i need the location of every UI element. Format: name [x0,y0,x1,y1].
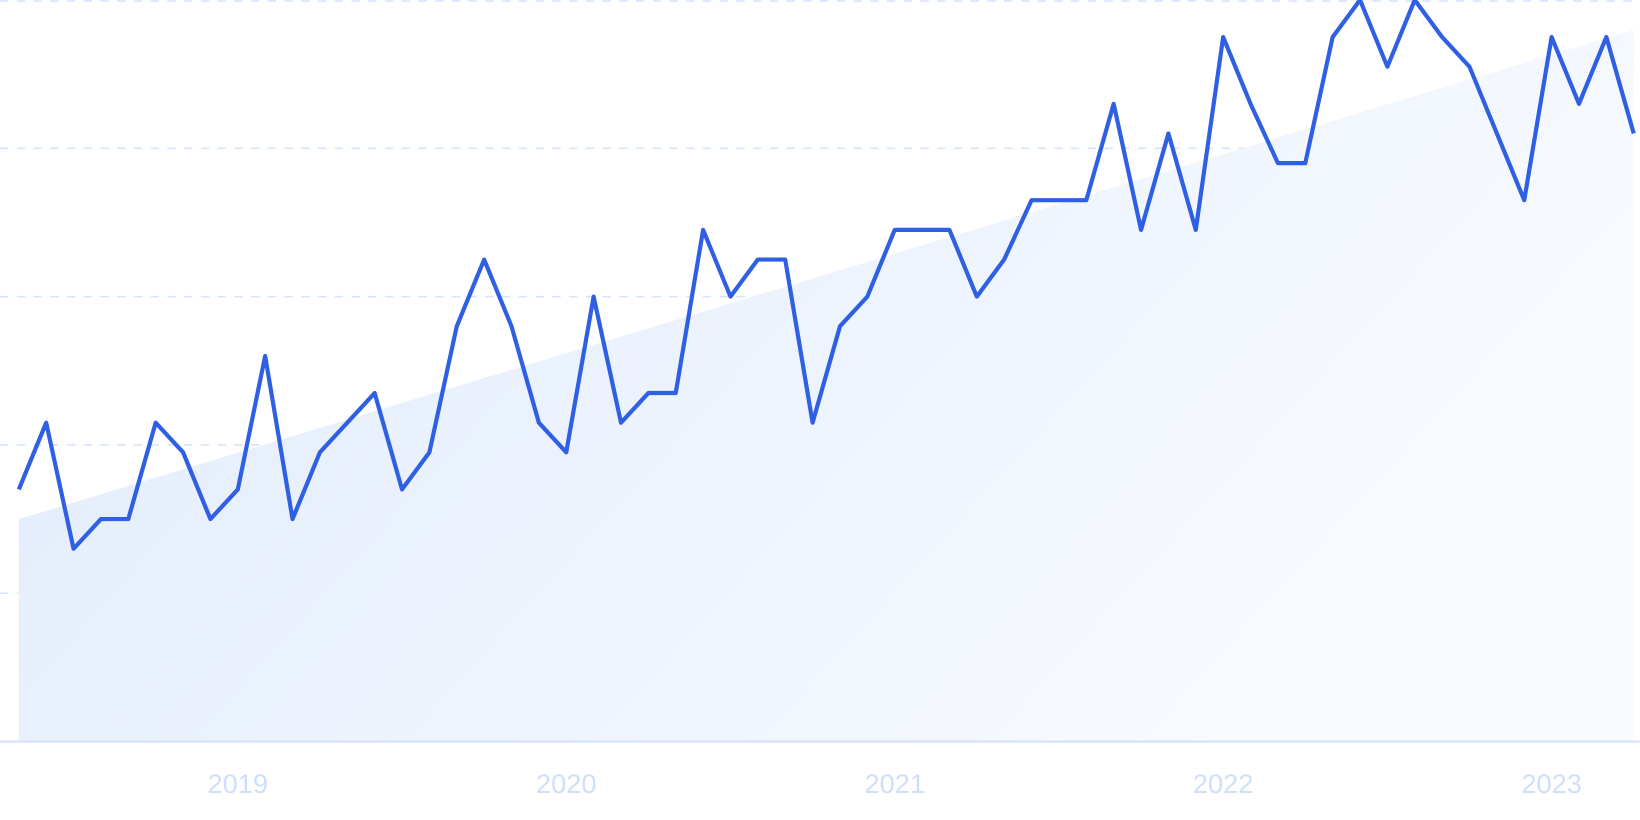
x-tick-label: 2022 [1193,768,1253,799]
x-tick-label: 2023 [1521,768,1581,799]
trend-area [18,29,1634,742]
x-tick-label: 2019 [208,768,268,799]
x-tick-label: 2021 [864,768,924,799]
x-tick-label: 2020 [536,768,596,799]
series-line [16,0,1636,551]
